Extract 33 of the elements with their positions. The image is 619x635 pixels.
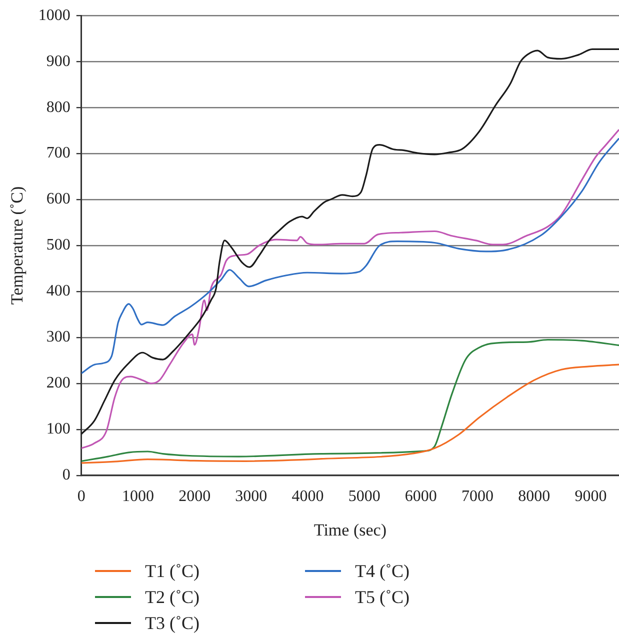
legend-label: T2 (˚C) — [145, 586, 200, 608]
y-tick-label: 0 — [62, 466, 70, 484]
x-tick-label: 5000 — [348, 488, 380, 506]
y-tick-label: 700 — [46, 144, 70, 162]
y-tick-label: 300 — [46, 328, 70, 346]
y-tick-label: 100 — [46, 420, 70, 438]
y-tick-label: 500 — [46, 236, 70, 254]
y-tick-label: 800 — [46, 98, 70, 116]
y-tick-label: 400 — [46, 282, 70, 300]
x-tick-label: 3000 — [235, 488, 268, 506]
x-tick-label: 6000 — [404, 488, 437, 506]
line-series — [81, 338, 619, 462]
y-tick-label: 600 — [46, 190, 70, 208]
x-tick-label: 2000 — [178, 488, 211, 506]
y-tick-label: 200 — [46, 374, 70, 392]
y-axis-title: Temperature (˚C) — [8, 186, 27, 305]
legend-label: T3 (˚C) — [145, 612, 200, 634]
y-tick-label: 1000 — [38, 6, 70, 24]
x-tick-label: 8000 — [518, 488, 550, 506]
legend-label: T5 (˚C) — [355, 586, 410, 608]
x-tick-label: 0 — [77, 488, 86, 506]
x-tick-label: 9000 — [574, 488, 607, 506]
line-series — [81, 128, 619, 450]
x-tick-label: 4000 — [292, 488, 324, 506]
legend-label: T1 (˚C) — [145, 560, 200, 582]
line-series — [81, 138, 619, 374]
line-series — [81, 364, 619, 464]
x-axis-title: Time (sec) — [314, 520, 386, 540]
x-tick-label: 1000 — [122, 488, 154, 506]
x-tick-label: 7000 — [462, 488, 494, 506]
line-series — [81, 48, 619, 435]
legend-label: T4 (˚C) — [355, 560, 410, 582]
y-tick-label: 900 — [46, 52, 70, 70]
